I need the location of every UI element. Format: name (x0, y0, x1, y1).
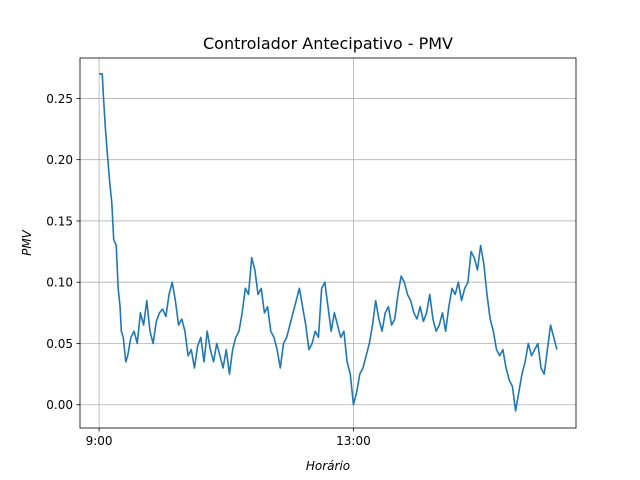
y-tick-label: 0.25 (46, 92, 73, 106)
pmv-series-line (99, 73, 558, 412)
y-tick-label: 0.05 (46, 337, 73, 351)
y-axis-label: PMV (20, 229, 34, 256)
grid (80, 58, 576, 428)
x-tick-label: 13:00 (336, 434, 371, 448)
x-axis-label: Horário (306, 459, 350, 473)
series-layer (99, 73, 558, 412)
chart-title: Controlador Antecipativo - PMV (203, 34, 453, 53)
ticks: 0.00 0.05 0.10 0.15 0.20 0.25 9:00 13:00 (46, 92, 370, 448)
y-tick-label: 0.20 (46, 153, 73, 167)
x-tick-label: 9:00 (86, 434, 113, 448)
y-tick-label: 0.15 (46, 214, 73, 228)
y-tick-label: 0.10 (46, 276, 73, 290)
axes-frame (79, 57, 577, 429)
y-tick-label: 0.00 (46, 398, 73, 412)
